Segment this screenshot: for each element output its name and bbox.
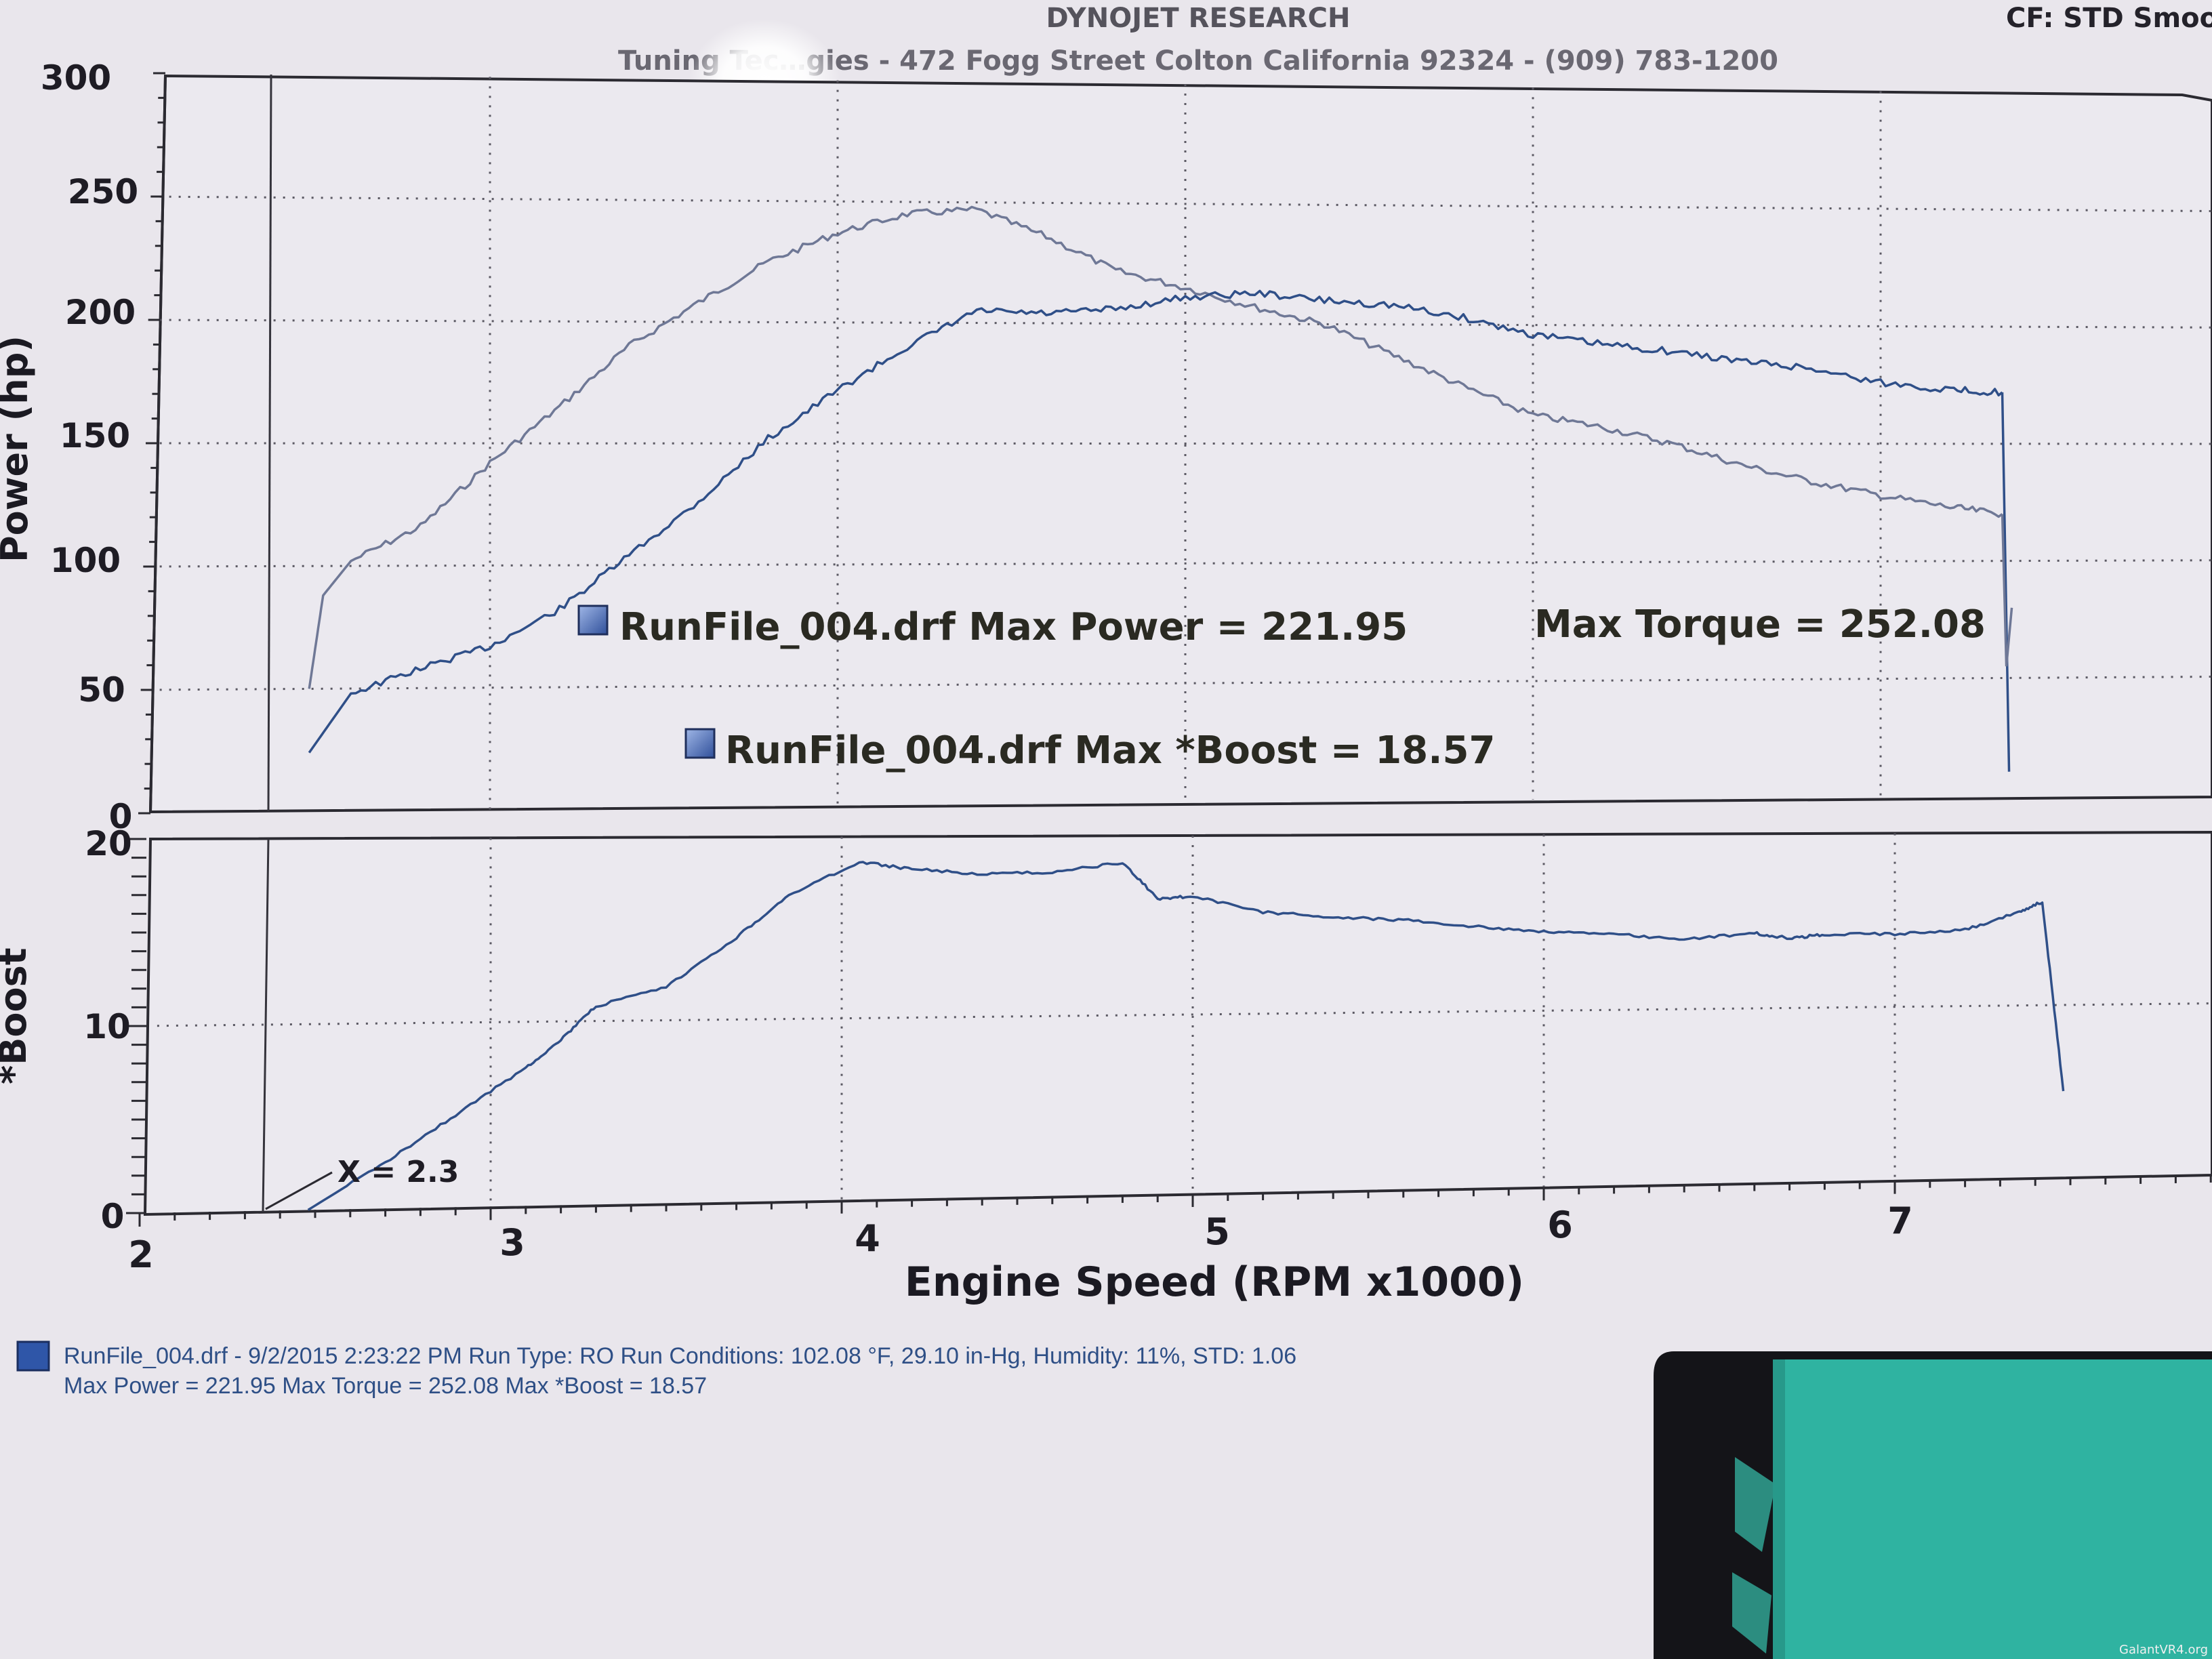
boost-chart-cursor-line	[262, 838, 270, 1212]
x-tick-3: 3	[499, 1221, 525, 1264]
power-line-dropoff	[2001, 392, 2011, 772]
power-y-tick-50: 50	[78, 670, 125, 710]
power-y-tick-300: 300	[41, 58, 111, 98]
watermark: GalantVR4.org	[2119, 1643, 2208, 1657]
power-grid-h-250	[159, 195, 2212, 212]
x-axis-title: Engine Speed (RPM x1000)	[905, 1258, 1524, 1306]
max-power-annotation: RunFile_004.drf Max Power = 221.95	[619, 605, 1408, 649]
power-y-tick-200: 200	[65, 293, 136, 332]
power-y-axis-title: Power (hp)	[0, 335, 36, 562]
max-torque-annotation: Max Torque = 252.08	[1534, 602, 1986, 647]
boost-y-tick-0: 0	[101, 1197, 125, 1236]
power-grid-h-50	[159, 675, 2212, 691]
power-series-group	[308, 205, 2013, 772]
folder-tab-edge	[1735, 1457, 1776, 1552]
boost-line	[307, 861, 2065, 1211]
power-line	[308, 289, 2003, 754]
boost-x-ticks	[126, 838, 2212, 1227]
x-tick-5: 5	[1204, 1210, 1230, 1253]
boost-series-group	[307, 861, 2065, 1211]
power-y-tick-150: 150	[60, 416, 130, 455]
power-grid-h-150	[159, 442, 2212, 445]
torque-line	[308, 205, 2003, 689]
x-tick-2: 2	[128, 1233, 154, 1276]
power-grid	[159, 77, 2212, 810]
folder	[1773, 1359, 2212, 1659]
folder-shadow	[1773, 1359, 1785, 1659]
correction-factor-label: CF: STD Smoo	[2006, 3, 2212, 34]
x-marker-label: X = 2.3	[337, 1155, 459, 1189]
boost-chart-frame	[143, 830, 2212, 1216]
x-tick-6: 6	[1547, 1204, 1573, 1246]
x-tick-7: 7	[1887, 1200, 1913, 1242]
power-chart-frame	[148, 74, 2212, 814]
power-y-tick-250: 250	[68, 172, 138, 211]
boost-y-tick-20: 20	[85, 824, 132, 863]
boost-grid	[157, 833, 2212, 1207]
boost-grid-h-10	[157, 1002, 2212, 1027]
boost-chart-panel	[126, 830, 2212, 1227]
folder-tab-edge-2	[1732, 1572, 1771, 1654]
max-power-legend-swatch	[577, 605, 609, 636]
power-chart-panel	[138, 72, 2212, 815]
footer-legend-swatch	[16, 1340, 50, 1372]
power-grid-h-100	[159, 559, 2212, 568]
power-grid-h-200	[159, 319, 2212, 329]
power-chart-cursor-line	[267, 74, 272, 812]
boost-y-tick-10: 10	[83, 1007, 131, 1046]
max-boost-legend-swatch	[684, 728, 716, 759]
boost-y-axis-title: *Boost	[0, 947, 35, 1084]
x-tick-4: 4	[855, 1217, 880, 1260]
company-title: DYNOJET RESEARCH	[1046, 3, 1350, 34]
footer-run-info: RunFile_004.drf - 9/2/2015 2:23:22 PM Ru…	[64, 1343, 1296, 1369]
footer-max-values: Max Power = 221.95 Max Torque = 252.08 M…	[64, 1373, 707, 1399]
max-boost-annotation: RunFile_004.drf Max *Boost = 18.57	[725, 729, 1495, 773]
torque-line-dropoff	[2001, 514, 2013, 667]
power-y-tick-0: 0	[109, 797, 133, 836]
power-y-ticks	[138, 72, 165, 815]
power-y-tick-100: 100	[50, 541, 121, 580]
x-marker-pointer	[265, 1171, 333, 1210]
